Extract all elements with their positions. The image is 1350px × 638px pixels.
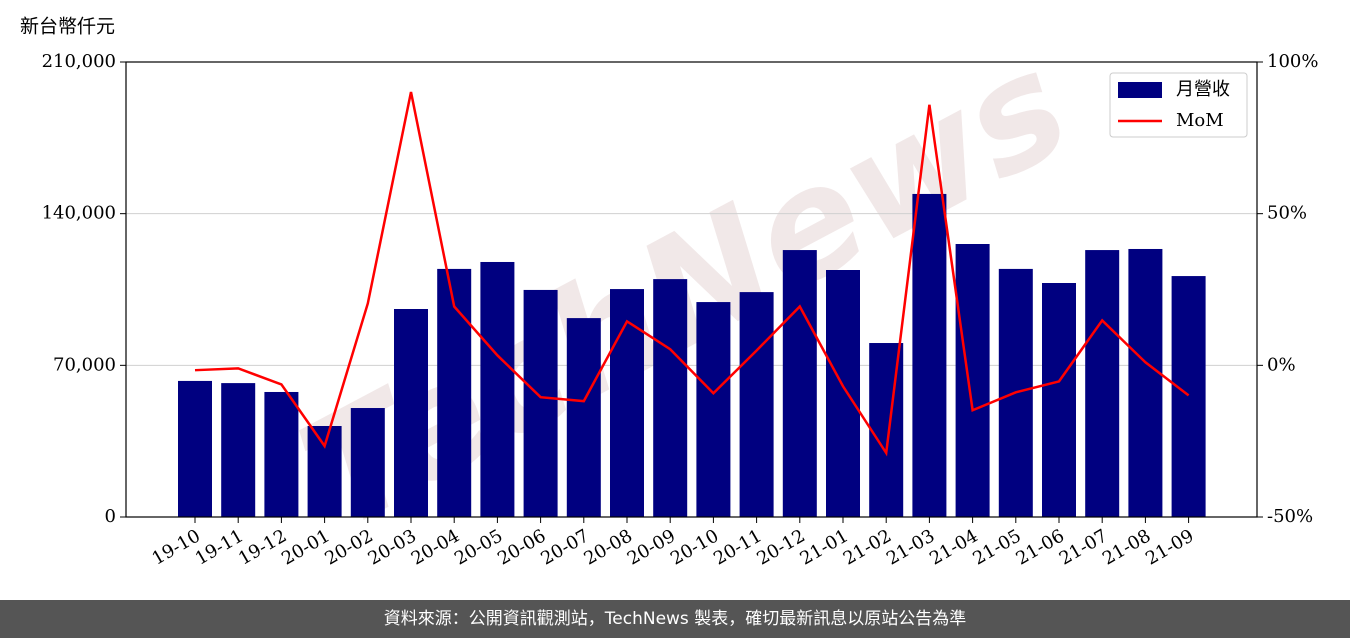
legend-swatch <box>1118 82 1162 98</box>
bar <box>394 309 428 517</box>
chart: 新台幣仟元 TechNews 070,000140,000210,000-50%… <box>20 16 1318 570</box>
bar <box>826 270 860 517</box>
bar <box>955 244 990 517</box>
y2-tick-label: 0% <box>1267 354 1296 375</box>
y2-tick-label: -50% <box>1267 506 1313 527</box>
plot-frame <box>125 61 1258 518</box>
bar <box>912 193 947 517</box>
x-tick-label: 19-10 <box>149 525 204 569</box>
bar <box>523 289 558 517</box>
x-tick-label: 20-12 <box>753 525 808 569</box>
bar <box>437 268 472 517</box>
y2-tick-label: 100% <box>1267 51 1318 72</box>
x-tick-label: 21-03 <box>883 525 938 569</box>
x-tick-label: 20-09 <box>624 525 679 569</box>
bar <box>480 261 515 517</box>
y-axis-label: 新台幣仟元 <box>20 16 115 38</box>
bar <box>696 302 731 517</box>
footer: 資料來源：公開資訊觀測站，TechNews 製表，確切最新訊息以原站公告為準 <box>0 600 1350 638</box>
x-tick-label: 20-10 <box>667 525 722 569</box>
x-tick-label: 20-11 <box>710 525 765 569</box>
y-tick-label: 70,000 <box>53 354 116 375</box>
y2-tick-label: 50% <box>1267 203 1307 224</box>
x-tick-label: 21-05 <box>969 525 1024 569</box>
y-tick-label: 210,000 <box>42 51 116 72</box>
x-tick-label: 20-05 <box>451 525 506 569</box>
bar <box>782 250 817 518</box>
x-tick-label: 21-01 <box>797 525 852 569</box>
bar <box>1042 283 1076 517</box>
bar <box>178 380 212 517</box>
bar <box>653 279 688 517</box>
bar <box>350 408 385 517</box>
x-tick-label: 20-06 <box>494 525 549 569</box>
bar <box>264 391 299 517</box>
x-tick-label: 20-07 <box>537 525 592 569</box>
legend-label: 月營收 <box>1176 79 1230 100</box>
bar <box>739 292 774 517</box>
bar <box>1128 248 1163 517</box>
line <box>194 91 1190 457</box>
bar <box>221 383 256 517</box>
bar <box>869 343 904 517</box>
x-tick-label: 21-02 <box>840 525 895 569</box>
x-tick-label: 19-12 <box>235 525 290 569</box>
bar <box>566 318 601 517</box>
x-tick-label: 21-07 <box>1056 525 1111 569</box>
y-tick-label: 0 <box>105 506 116 527</box>
bar <box>1085 250 1120 518</box>
x-tick-label: 21-09 <box>1142 525 1197 569</box>
x-tick-label: 21-06 <box>1013 525 1068 569</box>
x-tick-label: 20-01 <box>278 525 333 569</box>
bar <box>307 426 342 517</box>
x-tick-label: 21-04 <box>926 525 981 569</box>
x-tick-label: 19-11 <box>192 525 247 569</box>
legend-label: MoM <box>1176 110 1224 131</box>
bar <box>1171 276 1206 517</box>
y-tick-label: 140,000 <box>42 203 116 224</box>
x-tick-label: 21-08 <box>1099 525 1154 569</box>
bar <box>610 289 644 517</box>
x-tick-label: 20-08 <box>581 525 636 569</box>
